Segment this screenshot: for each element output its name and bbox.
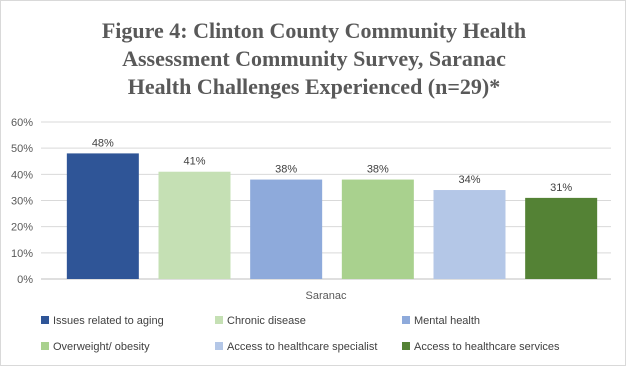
bar-2 [158,171,231,279]
legend-swatch [215,342,223,350]
data-label: 38% [275,164,297,176]
bar-3 [250,179,323,279]
y-tick-label: 50% [11,143,33,155]
y-tick-label: 30% [11,196,33,208]
legend-label: Chronic disease [227,315,306,327]
x-axis-category-label: Saranac [306,290,347,302]
chart-title-line-2: Assessment Community Survey, Saranac [122,46,506,71]
bar-1 [66,153,139,279]
y-tick-label: 40% [11,169,33,181]
data-label: 48% [92,137,114,149]
bar-5 [433,190,506,279]
legend-swatch [402,316,410,324]
data-label: 34% [458,174,480,186]
legend-label: Mental health [414,315,481,327]
chart-title-line-3: Health Challenges Experienced (n=29)* [127,74,501,99]
y-tick-label: 10% [11,248,33,260]
legend-item: Access to healthcare services [402,340,560,354]
bar-chart: 0% 10% 20% 30% 40% 50% 60% 48% 41% 38% 38% 34% 31% Sa… [11,117,611,302]
legend-label: Overweight/ obesity [53,341,150,353]
data-label: 41% [183,156,205,168]
y-tick-label: 0% [17,274,33,286]
legend-item: Mental health [402,314,480,328]
bar-6 [525,197,598,279]
legend-item: Chronic disease [215,314,306,328]
data-label: 38% [367,164,389,176]
y-tick-label: 60% [11,117,33,129]
legend-swatch [41,342,49,350]
chart-frame: Figure 4: Clinton County Community Healt… [0,0,626,366]
legend-item: Overweight/ obesity [41,340,150,354]
legend-label: Issues related to aging [53,315,164,327]
bar-4 [341,179,414,279]
legend-swatch [402,342,410,350]
chart-title: Figure 4: Clinton County Community Healt… [1,17,627,101]
chart-title-line-1: Figure 4: Clinton County Community Healt… [101,18,527,43]
data-label: 31% [550,182,572,194]
legend-item: Access to healthcare specialist [215,340,377,354]
y-tick-label: 20% [11,222,33,234]
legend-swatch [215,316,223,324]
legend-label: Access to healthcare specialist [227,341,378,353]
legend-label: Access to healthcare services [414,341,560,353]
legend-swatch [41,316,49,324]
legend-item: Issues related to aging [41,314,164,328]
